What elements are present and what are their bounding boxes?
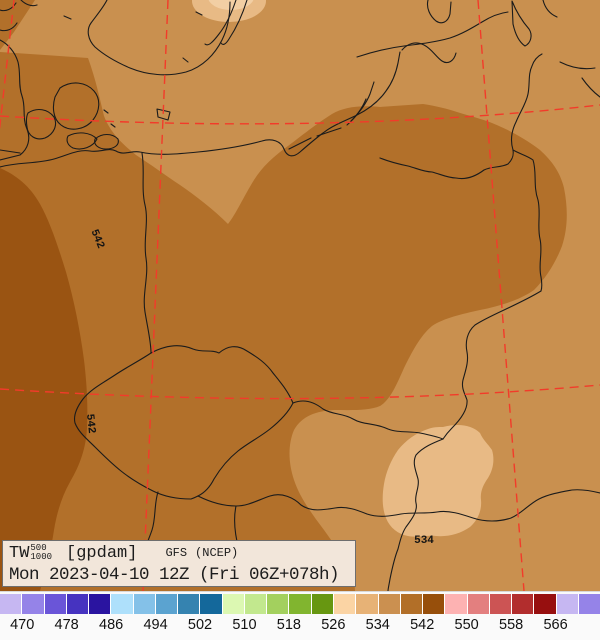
contour-label-534: 534 (414, 535, 434, 547)
colorbar-cell (178, 594, 201, 614)
colorbar-cell (356, 594, 379, 614)
colorbar-tick: 550 (454, 617, 479, 633)
forecast-label-box: TW 500 1000 [gpdam] GFS (NCEP) Mon 2023-… (2, 540, 356, 587)
colorbar-cell (333, 594, 357, 614)
colorbar-tick: 526 (321, 617, 346, 633)
meridian-line (477, 0, 525, 591)
colorbar-cell (467, 594, 490, 614)
colorbar-cell (0, 594, 23, 614)
colorbar-cell (133, 594, 156, 614)
contour-label-542-lower: 542 (83, 413, 97, 434)
colorbar-cell (534, 594, 557, 614)
colorbar-tick: 542 (410, 617, 435, 633)
colorbar-cell (22, 594, 45, 614)
colorbar-tick: 502 (187, 617, 213, 633)
colorbar-cell (44, 594, 67, 614)
coastlines-borders (0, 0, 600, 591)
colorbar-tick-labels: 470 478 486 494 502 510 518 526 534 542 550 558 566 (0, 616, 600, 638)
colorbar-tick: 486 (99, 617, 124, 633)
colorbar-tick: 470 (10, 617, 35, 633)
colorbar-tick: 478 (54, 617, 79, 633)
colorbar-cell (423, 594, 446, 614)
colorbar-cell (155, 594, 179, 614)
colorbar-cell (445, 594, 468, 614)
colorbar-cell (89, 594, 112, 614)
colorbar-cell (111, 594, 134, 614)
parameter-level-bottom: 1000 (30, 552, 53, 563)
colorbar-cell (267, 594, 290, 614)
colorbar-cell (200, 594, 223, 614)
colorbar-cell (311, 594, 334, 614)
colorbar-cells (0, 594, 600, 614)
colorbar-tick: 510 (232, 617, 257, 633)
valid-time-line: Mon 2023-04-10 12Z (Fri 06Z+078h) (9, 564, 340, 585)
model-name: GFS (165, 546, 188, 561)
parameter-line: TW 500 1000 [gpdam] GFS (NCEP) (9, 543, 355, 563)
latlon-gridlines (0, 0, 600, 591)
colorbar-tick: 558 (499, 617, 524, 633)
colorbar-cell (378, 594, 401, 614)
band-526-530-patch-top (208, 0, 254, 10)
colorbar-cell (244, 594, 268, 614)
colorbar-cell (556, 594, 579, 614)
band-542-546-fill (0, 168, 88, 591)
colorbar-cell (489, 594, 513, 614)
band-538-542-fill (0, 0, 567, 591)
thickness-map: 542 542 534 (0, 0, 600, 591)
meridian-line (0, 0, 15, 132)
colorbar-cell (512, 594, 535, 614)
meridian-line (142, 0, 169, 591)
colorbar-tick: 534 (365, 617, 390, 633)
colorbar-cell (66, 594, 90, 614)
colorbar-cell (222, 594, 245, 614)
colorbar-cell (400, 594, 424, 614)
colorbar-tick: 566 (543, 617, 568, 633)
parameter-name: TW (9, 543, 30, 563)
band-530-534-patch-se (382, 425, 494, 537)
colorbar-tick: 494 (143, 617, 168, 633)
colorbar-tick: 518 (276, 617, 301, 633)
parameter-level-top: 500 (30, 543, 47, 553)
parameter-levels: 500 1000 (30, 543, 53, 563)
colorbar-cell (578, 594, 600, 614)
parameter-units: [gpdam] (66, 543, 138, 563)
colorbar-cell (289, 594, 312, 614)
model-center: (NCEP) (195, 546, 239, 561)
colorbar: 470 478 486 494 502 510 518 526 534 542 550 558 566 (0, 591, 600, 640)
